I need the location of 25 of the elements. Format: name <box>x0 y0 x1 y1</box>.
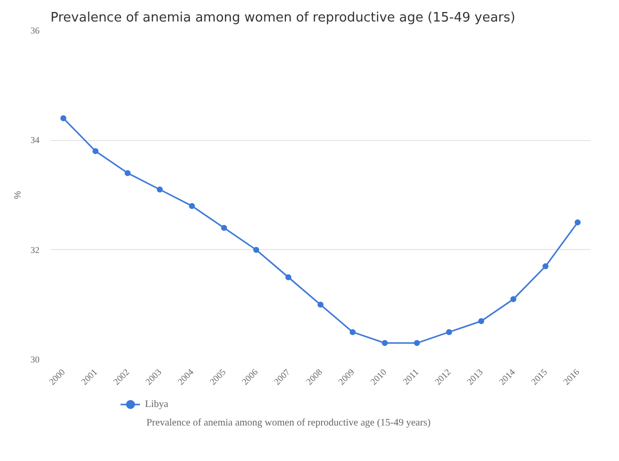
point <box>124 170 131 176</box>
y-axis-title: % <box>12 190 22 199</box>
point <box>350 329 356 336</box>
point <box>542 263 548 270</box>
y-tick-label: 30 <box>30 354 40 364</box>
point <box>446 329 452 336</box>
point <box>285 274 292 280</box>
text: Prevalence of anemia among women of reproductive age (15-49 years) <box>146 418 431 428</box>
point <box>478 318 484 324</box>
point <box>414 340 420 346</box>
y-tick-label: 32 <box>30 244 40 255</box>
y-tick-label: 34 <box>30 135 40 146</box>
point <box>92 148 98 154</box>
chart-title: Prevalence of anemia among women of reproductive age (15-49 years) <box>50 10 516 26</box>
point <box>318 302 324 308</box>
legend-label: Libya <box>145 398 168 410</box>
point <box>510 296 516 302</box>
point <box>156 186 163 193</box>
point <box>382 340 388 346</box>
y-tick-label: 36 <box>30 26 40 36</box>
point <box>221 224 228 231</box>
point <box>60 115 66 122</box>
point <box>253 246 260 253</box>
point <box>574 219 581 226</box>
point <box>188 202 195 209</box>
